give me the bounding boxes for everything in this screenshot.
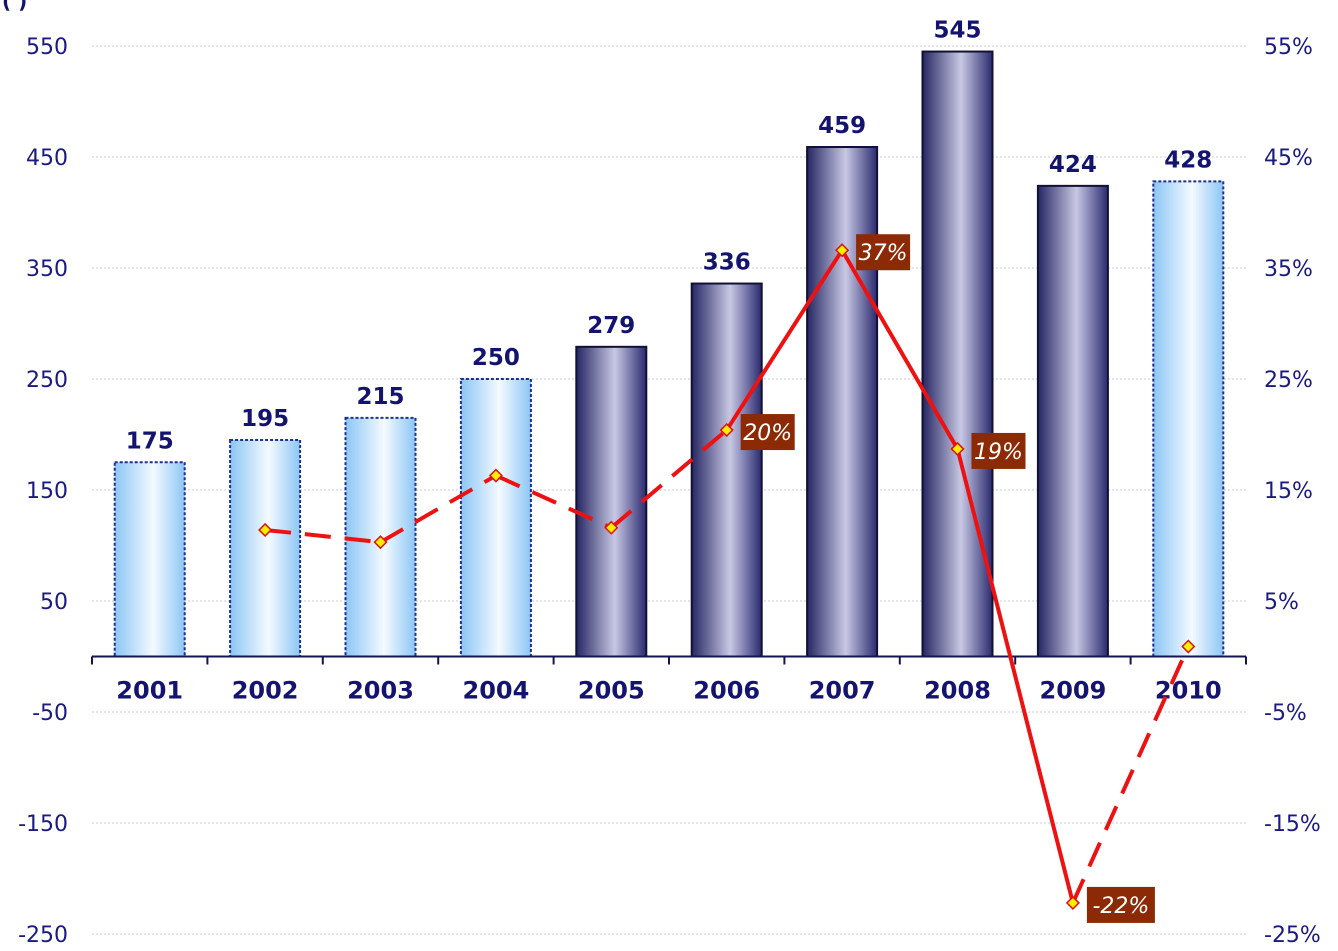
growth-label-box (1086, 886, 1155, 923)
growth-marker-2006 (719, 422, 734, 438)
y-left-tick-label: 150 (26, 479, 68, 504)
bar-2003 (344, 416, 417, 658)
bar-value-label: 428 (1164, 147, 1212, 173)
bar-value-label: 336 (703, 250, 751, 276)
bar-value-label: 215 (356, 384, 404, 410)
growth-label-box (971, 432, 1026, 469)
growth-marker-2003 (373, 535, 388, 550)
bar-value-label: 279 (587, 313, 635, 339)
growth-line-segment (955, 448, 1075, 904)
y-left-tick-label: 450 (26, 146, 68, 171)
growth-label-box (856, 234, 911, 271)
growth-marker-2009 (1065, 895, 1080, 910)
bar-2004 (459, 378, 532, 658)
x-category-label: 2001 (116, 677, 183, 705)
x-category-label: 2006 (693, 677, 760, 705)
x-category-label: 2008 (924, 677, 991, 705)
bar-value-label: 424 (1049, 152, 1097, 178)
growth-line-segment (1071, 645, 1191, 904)
bar-2009 (1036, 184, 1109, 658)
growth-marker-2005 (604, 520, 619, 535)
bars (113, 50, 1225, 658)
y-right-tick-label: 5% (1264, 590, 1299, 615)
growth-marker-2007 (835, 243, 850, 258)
growth-marker-2002 (258, 522, 273, 538)
growth-label: -22% (1092, 894, 1149, 919)
x-category-label: 2004 (463, 677, 530, 705)
y-left-tick-label: 250 (26, 368, 68, 393)
y-right-tick-label: -5% (1264, 701, 1307, 726)
bar-value-label: 175 (126, 428, 174, 454)
x-category-label: 2009 (1040, 677, 1107, 705)
bar-value-label: 195 (241, 406, 289, 432)
y-left-tick-label: 350 (26, 257, 68, 282)
growth-line-segment (610, 428, 728, 530)
growth-line-segment (264, 527, 381, 545)
bar-2002 (229, 439, 302, 658)
bar-2010 (1152, 180, 1225, 658)
y-right-tick-label: 25% (1264, 368, 1313, 393)
growth-marker-2008 (950, 441, 965, 456)
bar-2007 (806, 146, 879, 658)
growth-marker-2004 (488, 468, 503, 483)
bar-2008 (921, 50, 994, 658)
y-right-tick-label: 15% (1264, 479, 1313, 504)
growth-line-segment (840, 249, 960, 450)
bar-2005 (575, 345, 648, 658)
y-right-tick-label: 55% (1264, 35, 1313, 60)
growth-marker-2010 (1181, 639, 1196, 654)
y-right-tick-label: 35% (1264, 257, 1313, 282)
y-right-tick-label: -25% (1264, 923, 1321, 948)
growth-line-segment (379, 473, 497, 544)
growth-line (258, 243, 1196, 910)
y-left-tick-label: -50 (32, 701, 68, 726)
bar-2006 (690, 282, 763, 658)
bar-value-label: 459 (818, 113, 866, 139)
bar-value-label: 545 (933, 18, 981, 44)
y-left-tick-label: 50 (40, 590, 68, 615)
y-left-tick-label: 550 (26, 35, 68, 60)
y-left-tick-label: -150 (18, 812, 68, 837)
y-right-tick-label: -15% (1264, 812, 1321, 837)
growth-line-segment (725, 249, 844, 432)
growth-label: 20% (743, 421, 792, 446)
x-category-label: 2005 (578, 677, 645, 705)
x-axis: 2001 2002 2003 2004 2005 2006 2007 2008 2009 2010 (91, 655, 1247, 705)
gridlines: 550 55% 450 45% 350 35% 250 25% 150 15% 50 5% -50 -5%… (18, 35, 1321, 948)
growth-line-segment (495, 473, 613, 530)
growth-label-box (740, 414, 795, 451)
x-category-label: 2003 (347, 677, 414, 705)
chart-title-fragment: ( ) (2, 0, 27, 13)
bar-2001 (113, 461, 186, 658)
growth-label: 37% (859, 241, 908, 266)
bar-value-label: 250 (472, 345, 520, 371)
y-right-tick-label: 45% (1264, 146, 1313, 171)
x-category-label: 2002 (232, 677, 299, 705)
data-labels: 175 195 215 250 279 336 459 545 424 428 20% 37% 19% -… (126, 18, 1212, 923)
x-category-label: 2007 (809, 677, 876, 705)
growth-label: 19% (974, 440, 1023, 465)
y-left-tick-label: -250 (18, 923, 68, 948)
